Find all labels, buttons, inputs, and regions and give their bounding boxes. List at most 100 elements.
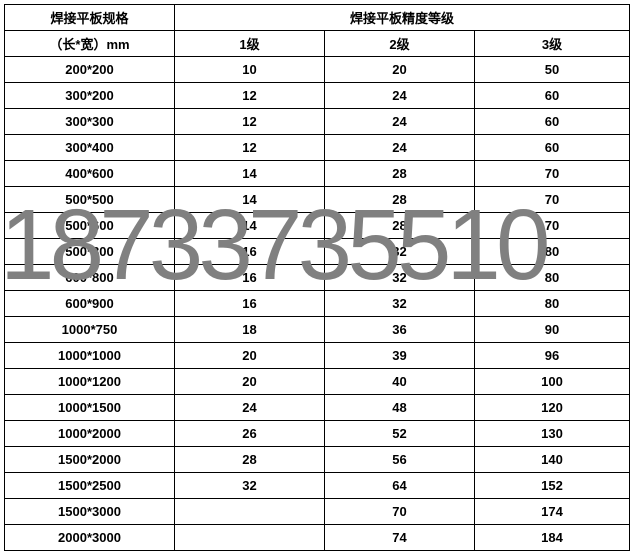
cell-grade-3: 80 — [475, 291, 630, 317]
cell-grade-1: 16 — [175, 239, 325, 265]
cell-grade-3: 60 — [475, 109, 630, 135]
cell-grade-2: 24 — [325, 83, 475, 109]
cell-grade-1: 10 — [175, 57, 325, 83]
cell-grade-2: 40 — [325, 369, 475, 395]
cell-spec: 1000*2000 — [5, 421, 175, 447]
cell-grade-2: 52 — [325, 421, 475, 447]
table-row: 1500*3000 70174 — [5, 499, 630, 525]
cell-spec: 300*400 — [5, 135, 175, 161]
cell-grade-1: 18 — [175, 317, 325, 343]
cell-grade-2: 28 — [325, 187, 475, 213]
table-row: 1500*20002856140 — [5, 447, 630, 473]
cell-grade-1: 24 — [175, 395, 325, 421]
cell-grade-2: 24 — [325, 109, 475, 135]
cell-spec: 1500*2000 — [5, 447, 175, 473]
header-row-2: （长*宽）mm 1级 2级 3级 — [5, 31, 630, 57]
table-row: 300*300122460 — [5, 109, 630, 135]
table-row: 1000*750183690 — [5, 317, 630, 343]
cell-grade-3: 80 — [475, 265, 630, 291]
cell-grade-1 — [175, 499, 325, 525]
cell-grade-1: 16 — [175, 291, 325, 317]
cell-spec: 1000*1000 — [5, 343, 175, 369]
table-row: 500*800163280 — [5, 239, 630, 265]
cell-grade-3: 90 — [475, 317, 630, 343]
cell-grade-3: 70 — [475, 213, 630, 239]
cell-grade-3: 120 — [475, 395, 630, 421]
table-row: 1000*20002652130 — [5, 421, 630, 447]
cell-grade-2: 32 — [325, 265, 475, 291]
cell-grade-3: 50 — [475, 57, 630, 83]
cell-spec: 400*600 — [5, 161, 175, 187]
cell-grade-3: 70 — [475, 187, 630, 213]
cell-grade-1: 12 — [175, 83, 325, 109]
cell-grade-1: 14 — [175, 213, 325, 239]
cell-grade-2: 36 — [325, 317, 475, 343]
table-row: 200*200102050 — [5, 57, 630, 83]
cell-grade-1: 12 — [175, 109, 325, 135]
table-row: 1000*15002448120 — [5, 395, 630, 421]
header-row-1: 焊接平板规格 焊接平板精度等级 — [5, 5, 630, 31]
table-row: 300*200122460 — [5, 83, 630, 109]
cell-grade-1: 26 — [175, 421, 325, 447]
cell-grade-2: 70 — [325, 499, 475, 525]
cell-spec: 300*300 — [5, 109, 175, 135]
cell-spec: 1500*3000 — [5, 499, 175, 525]
cell-grade-3: 80 — [475, 239, 630, 265]
table-head: 焊接平板规格 焊接平板精度等级 （长*宽）mm 1级 2级 3级 — [5, 5, 630, 57]
cell-grade-1: 14 — [175, 161, 325, 187]
table-row: 2000*300074184 — [5, 525, 630, 551]
cell-grade-1: 12 — [175, 135, 325, 161]
cell-spec: 500*800 — [5, 239, 175, 265]
table-row: 600*800163280 — [5, 265, 630, 291]
cell-grade-3: 70 — [475, 161, 630, 187]
cell-grade-2: 20 — [325, 57, 475, 83]
table-row: 400*600142870 — [5, 161, 630, 187]
cell-spec: 1000*750 — [5, 317, 175, 343]
table-row: 1500*25003264152 — [5, 473, 630, 499]
cell-spec: 500*500 — [5, 187, 175, 213]
header-dim: （长*宽）mm — [5, 31, 175, 57]
spec-table: 焊接平板规格 焊接平板精度等级 （长*宽）mm 1级 2级 3级 200*200… — [4, 4, 630, 551]
table-row: 300*400122460 — [5, 135, 630, 161]
cell-spec: 1500*2500 — [5, 473, 175, 499]
header-spec: 焊接平板规格 — [5, 5, 175, 31]
cell-spec: 1000*1500 — [5, 395, 175, 421]
cell-grade-1: 14 — [175, 187, 325, 213]
cell-grade-2: 32 — [325, 239, 475, 265]
cell-spec: 600*900 — [5, 291, 175, 317]
cell-grade-1: 28 — [175, 447, 325, 473]
cell-grade-2: 48 — [325, 395, 475, 421]
cell-grade-1: 16 — [175, 265, 325, 291]
table-row: 1000*12002040100 — [5, 369, 630, 395]
cell-grade-3: 60 — [475, 135, 630, 161]
header-grade-1: 1级 — [175, 31, 325, 57]
cell-grade-2: 56 — [325, 447, 475, 473]
cell-grade-2: 39 — [325, 343, 475, 369]
cell-grade-2: 64 — [325, 473, 475, 499]
header-grade-3: 3级 — [475, 31, 630, 57]
cell-grade-2: 74 — [325, 525, 475, 551]
cell-grade-3: 174 — [475, 499, 630, 525]
cell-spec: 600*800 — [5, 265, 175, 291]
cell-grade-3: 100 — [475, 369, 630, 395]
cell-grade-1 — [175, 525, 325, 551]
cell-grade-3: 130 — [475, 421, 630, 447]
cell-spec: 500*600 — [5, 213, 175, 239]
table-row: 500*500142870 — [5, 187, 630, 213]
cell-grade-1: 20 — [175, 343, 325, 369]
cell-grade-1: 20 — [175, 369, 325, 395]
cell-grade-3: 96 — [475, 343, 630, 369]
header-grade-2: 2级 — [325, 31, 475, 57]
cell-grade-2: 24 — [325, 135, 475, 161]
cell-spec: 2000*3000 — [5, 525, 175, 551]
table-body: 200*200102050300*200122460300*3001224603… — [5, 57, 630, 551]
cell-grade-2: 28 — [325, 161, 475, 187]
cell-spec: 300*200 — [5, 83, 175, 109]
cell-spec: 1000*1200 — [5, 369, 175, 395]
cell-spec: 200*200 — [5, 57, 175, 83]
cell-grade-3: 140 — [475, 447, 630, 473]
cell-grade-2: 28 — [325, 213, 475, 239]
header-grade-group: 焊接平板精度等级 — [175, 5, 630, 31]
cell-grade-3: 60 — [475, 83, 630, 109]
table-row: 500*600142870 — [5, 213, 630, 239]
